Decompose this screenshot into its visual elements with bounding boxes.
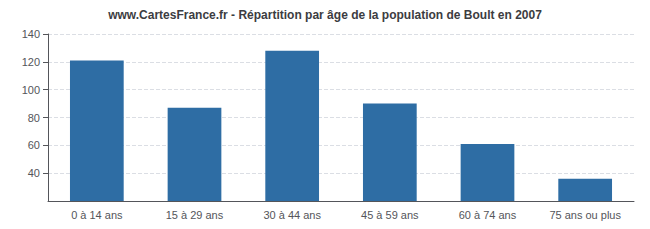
svg-text:75 ans ou plus: 75 ans ou plus <box>549 209 621 221</box>
svg-text:60: 60 <box>28 139 40 151</box>
svg-text:120: 120 <box>22 56 40 68</box>
svg-text:0 à 14 ans: 0 à 14 ans <box>71 209 123 221</box>
svg-text:140: 140 <box>22 28 40 40</box>
svg-text:40: 40 <box>28 167 40 179</box>
svg-text:www.CartesFrance.fr - Répartit: www.CartesFrance.fr - Répartition par âg… <box>107 8 542 22</box>
svg-text:80: 80 <box>28 112 40 124</box>
svg-text:100: 100 <box>22 84 40 96</box>
svg-text:30 à 44 ans: 30 à 44 ans <box>263 209 321 221</box>
svg-text:45 à 59 ans: 45 à 59 ans <box>361 209 419 221</box>
svg-text:60 à 74 ans: 60 à 74 ans <box>459 209 517 221</box>
svg-text:15 à 29 ans: 15 à 29 ans <box>166 209 224 221</box>
